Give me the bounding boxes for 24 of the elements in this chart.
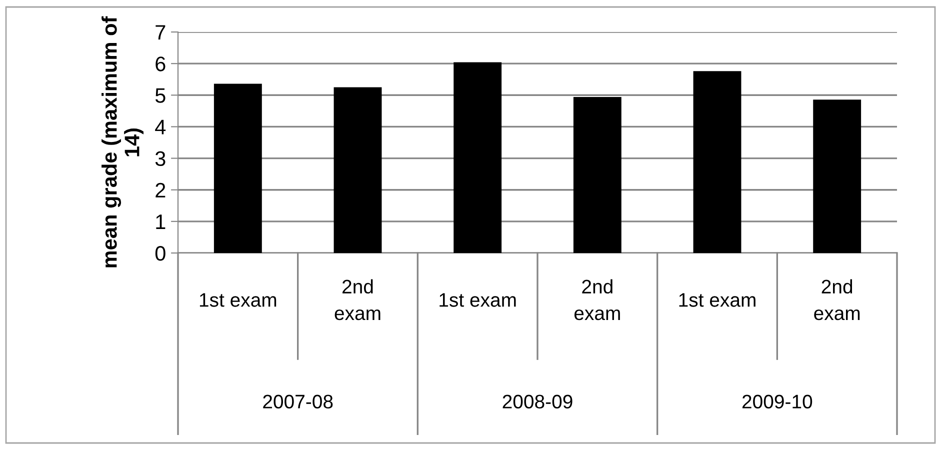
bar: [214, 84, 262, 253]
y-tick-label: 7: [156, 25, 166, 40]
x-tick-label: 1st exam: [679, 293, 756, 307]
text: 2009-10: [742, 394, 812, 408]
y-tick-label: 6: [156, 56, 166, 72]
y-tick-label: 5: [155, 88, 166, 103]
x-tick-label: 2nd exam: [574, 279, 620, 320]
y-tick-label: 4: [155, 120, 166, 134]
bar: [693, 71, 742, 253]
bar: [454, 62, 502, 253]
bar: [813, 100, 862, 253]
x-tick-label: 1st exam: [200, 293, 276, 307]
x-tick-label: 2nd exam: [334, 279, 380, 320]
y-tick-label: 1: [156, 214, 166, 229]
bar: [334, 87, 382, 253]
y-tick-label: 0: [155, 246, 166, 261]
x-tick-label: 1st exam: [440, 293, 516, 307]
y-axis-title: mean grade (maximum of 14): [102, 16, 144, 268]
text: 2007-08: [263, 394, 333, 408]
y-tick-label: 3: [155, 151, 166, 166]
x-tick-label: 2nd exam: [814, 279, 860, 320]
text: 2008-09: [502, 394, 572, 408]
bar: [573, 97, 622, 253]
y-tick-label: 2: [156, 182, 166, 198]
